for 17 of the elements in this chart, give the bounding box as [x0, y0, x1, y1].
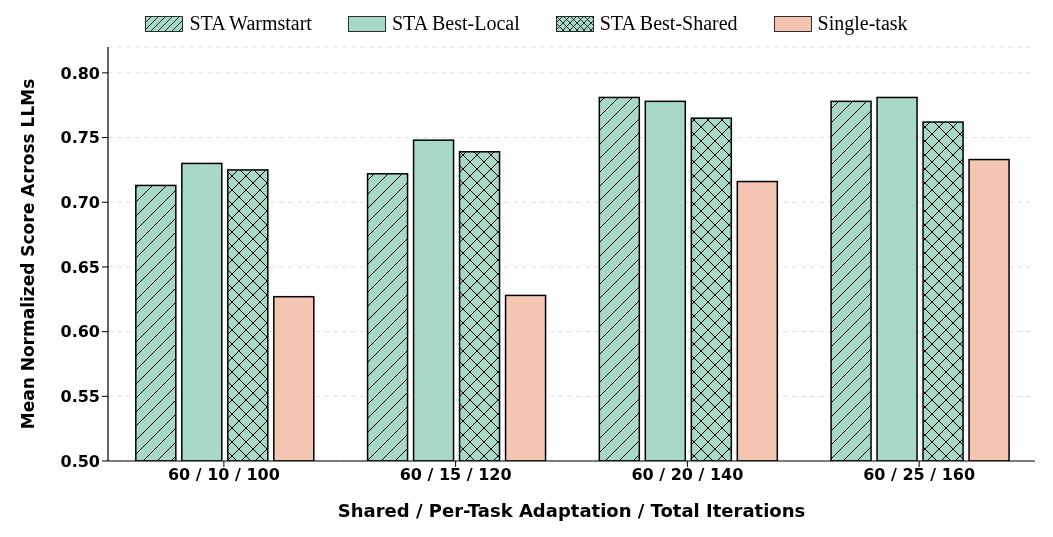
- x-axis-title: Shared / Per-Task Adaptation / Total Iterations: [337, 500, 806, 521]
- y-axis-title: Mean Normalized Score Across LLMs: [18, 78, 39, 430]
- legend-label: STA Best-Local: [391, 12, 520, 35]
- y-tick-label: 0.65: [60, 257, 100, 277]
- y-tick-label: 0.80: [60, 63, 100, 83]
- y-tick-label: 0.60: [60, 322, 100, 342]
- x-tick-label: 60 / 15 / 120: [399, 465, 512, 485]
- legend-label: STA Best-Shared: [599, 12, 738, 35]
- x-tick-label: 60 / 10 / 100: [167, 465, 280, 485]
- y-tick-label: 0.50: [60, 451, 100, 471]
- x-tick-label: 60 / 20 / 140: [631, 465, 744, 485]
- y-tick-label: 0.75: [60, 128, 100, 148]
- x-tick-label: 60 / 25 / 160: [863, 465, 976, 485]
- legend-label: STA Warmstart: [189, 12, 312, 35]
- y-tick-label: 0.55: [60, 386, 100, 406]
- y-tick-label: 0.70: [60, 192, 100, 212]
- legend-label: Single-task: [817, 12, 908, 35]
